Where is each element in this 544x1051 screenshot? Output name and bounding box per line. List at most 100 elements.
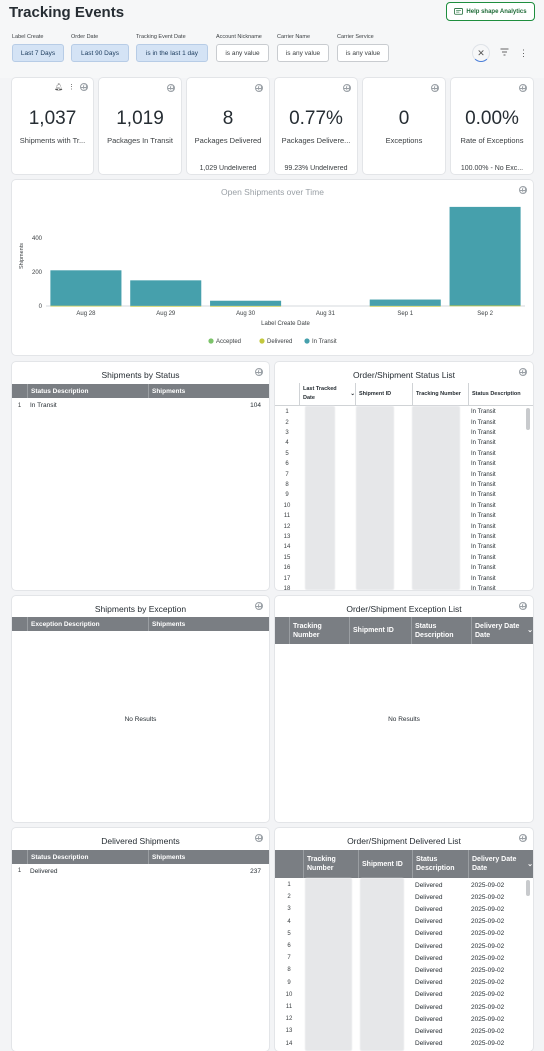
filter-chip-carrier-name[interactable]: is any value bbox=[277, 44, 329, 62]
table-row[interactable]: 7 Delivered 2025-09-02 bbox=[275, 952, 533, 964]
globe-icon[interactable] bbox=[255, 368, 263, 376]
legend-swatch bbox=[304, 338, 310, 344]
vertical-scrollbar[interactable] bbox=[526, 408, 530, 430]
chart-title: Open Shipments over Time bbox=[221, 187, 324, 197]
table-row[interactable]: 9 In Transit bbox=[275, 490, 533, 500]
table-row[interactable]: 6 Delivered 2025-09-02 bbox=[275, 940, 533, 952]
kpi-value: 1,037 bbox=[28, 108, 77, 129]
column-header-delivery-date[interactable]: Delivery Date Date ⌄ bbox=[471, 617, 533, 644]
table-row[interactable]: 10 Delivered 2025-09-02 bbox=[275, 989, 533, 1001]
bar-delivered[interactable] bbox=[50, 305, 122, 307]
column-header-tracking-number[interactable]: Tracking Number bbox=[303, 850, 358, 878]
kebab-menu-icon[interactable]: ⋮ bbox=[68, 84, 75, 91]
globe-icon[interactable] bbox=[255, 602, 263, 610]
bar-delivered[interactable] bbox=[369, 305, 441, 307]
column-header-status[interactable]: Status Description bbox=[27, 850, 148, 864]
table-row[interactable]: 1 Delivered 237 bbox=[12, 865, 269, 877]
table-row[interactable]: 1 In Transit 104 bbox=[12, 400, 269, 411]
column-header-tracking-number[interactable]: Tracking Number bbox=[289, 617, 349, 644]
legend-item[interactable]: In Transit bbox=[304, 338, 337, 345]
table-row[interactable]: 11 In Transit bbox=[275, 511, 533, 521]
table-row[interactable]: 14 Delivered 2025-09-02 bbox=[275, 1038, 533, 1050]
table-row[interactable]: 3 Delivered 2025-09-02 bbox=[275, 903, 533, 915]
status-cell: In Transit bbox=[471, 481, 496, 488]
globe-icon[interactable] bbox=[255, 834, 263, 842]
column-header-last-tracked[interactable]: Last Tracked Date ⌄ bbox=[299, 383, 355, 405]
bar-in-transit[interactable] bbox=[449, 206, 521, 306]
bar-delivered[interactable] bbox=[210, 305, 282, 307]
globe-icon[interactable] bbox=[431, 84, 439, 92]
globe-icon[interactable] bbox=[519, 602, 527, 610]
bar-in-transit[interactable] bbox=[130, 280, 202, 306]
table-row[interactable]: 4 Delivered 2025-09-02 bbox=[275, 916, 533, 928]
column-header-delivery-date[interactable]: Delivery Date Date ⌄ bbox=[468, 850, 533, 878]
globe-icon[interactable] bbox=[80, 83, 88, 91]
kpi-value: 8 bbox=[222, 108, 234, 129]
bar-delivered[interactable] bbox=[130, 305, 202, 307]
table-row[interactable]: 5 Delivered 2025-09-02 bbox=[275, 928, 533, 940]
globe-icon[interactable] bbox=[519, 186, 527, 194]
legend-item[interactable]: Accepted bbox=[208, 338, 241, 345]
table-row[interactable]: 11 Delivered 2025-09-02 bbox=[275, 1001, 533, 1013]
table-row[interactable]: 13 In Transit bbox=[275, 532, 533, 542]
cancel-loading-icon[interactable]: ✕ bbox=[472, 44, 490, 62]
status-cell: Delivered bbox=[415, 966, 443, 974]
column-header-status[interactable]: Status Description bbox=[468, 383, 524, 405]
table-row[interactable]: 3 In Transit bbox=[275, 428, 533, 438]
table-row[interactable]: 18 In Transit bbox=[275, 584, 533, 590]
table-row[interactable]: 7 In Transit bbox=[275, 469, 533, 479]
column-header-shipment-id[interactable]: Shipment ID bbox=[355, 383, 412, 405]
globe-icon[interactable] bbox=[519, 84, 527, 92]
bar-in-transit[interactable] bbox=[50, 270, 122, 306]
bar-delivered[interactable] bbox=[449, 305, 521, 307]
filter-chip-label-create[interactable]: Last 7 Days bbox=[12, 44, 64, 62]
column-header-status[interactable]: Status Description bbox=[412, 850, 468, 878]
help-shape-analytics-button[interactable]: Help shape Analytics bbox=[446, 2, 535, 21]
legend-item[interactable]: Delivered bbox=[259, 338, 292, 345]
column-header-shipments[interactable]: Shipments bbox=[148, 384, 269, 398]
table-row[interactable]: 17 In Transit bbox=[275, 573, 533, 583]
filter-chip-account-nickname[interactable]: is any value bbox=[216, 44, 269, 62]
column-header-shipment-id[interactable]: Shipment ID bbox=[358, 850, 412, 878]
kpi-label: Packages Delivered bbox=[194, 136, 262, 145]
column-header-status[interactable]: Status Description bbox=[27, 384, 148, 398]
globe-icon[interactable] bbox=[167, 84, 175, 92]
column-header-shipment-id[interactable]: Shipment ID bbox=[349, 617, 411, 644]
table-row[interactable]: 12 Delivered 2025-09-02 bbox=[275, 1013, 533, 1025]
table-row[interactable]: 1 In Transit bbox=[275, 407, 533, 417]
bar-in-transit[interactable] bbox=[210, 300, 282, 306]
globe-icon[interactable] bbox=[519, 834, 527, 842]
column-header-exception[interactable]: Exception Description bbox=[27, 617, 148, 631]
table-row[interactable]: 8 Delivered 2025-09-02 bbox=[275, 964, 533, 976]
table-row[interactable]: 2 Delivered 2025-09-02 bbox=[275, 891, 533, 903]
bar-in-transit[interactable] bbox=[369, 299, 441, 306]
table-row[interactable]: 12 In Transit bbox=[275, 521, 533, 531]
more-options-icon[interactable]: ⋮ bbox=[519, 47, 528, 58]
column-header-shipments[interactable]: Shipments bbox=[148, 850, 269, 864]
globe-icon[interactable] bbox=[343, 84, 351, 92]
table-row[interactable]: 14 In Transit bbox=[275, 542, 533, 552]
table-row[interactable]: 6 In Transit bbox=[275, 459, 533, 469]
alert-bell-icon[interactable]: 🔔︎ bbox=[54, 84, 63, 91]
table-row[interactable]: 9 Delivered 2025-09-02 bbox=[275, 977, 533, 989]
table-row[interactable]: 13 Delivered 2025-09-02 bbox=[275, 1025, 533, 1037]
table-row[interactable]: 10 In Transit bbox=[275, 501, 533, 511]
filter-chip-carrier-service[interactable]: is any value bbox=[337, 44, 389, 62]
filter-chip-order-date[interactable]: Last 90 Days bbox=[71, 44, 129, 62]
column-header-tracking-number[interactable]: Tracking Number bbox=[412, 383, 468, 405]
feedback-icon bbox=[454, 7, 464, 15]
column-header-status[interactable]: Status Description bbox=[411, 617, 471, 644]
vertical-scrollbar[interactable] bbox=[526, 880, 530, 896]
globe-icon[interactable] bbox=[255, 84, 263, 92]
filter-icon[interactable] bbox=[500, 48, 509, 58]
globe-icon[interactable] bbox=[519, 368, 527, 376]
table-row[interactable]: 5 In Transit bbox=[275, 449, 533, 459]
column-header-shipments[interactable]: Shipments bbox=[148, 617, 269, 631]
filter-chip-tracking-event-date[interactable]: is in the last 1 day bbox=[136, 44, 208, 62]
table-row[interactable]: 4 In Transit bbox=[275, 438, 533, 448]
table-row[interactable]: 16 In Transit bbox=[275, 563, 533, 573]
table-row[interactable]: 15 In Transit bbox=[275, 553, 533, 563]
table-row[interactable]: 8 In Transit bbox=[275, 480, 533, 490]
table-row[interactable]: 2 In Transit bbox=[275, 417, 533, 427]
table-row[interactable]: 1 Delivered 2025-09-02 bbox=[275, 879, 533, 891]
